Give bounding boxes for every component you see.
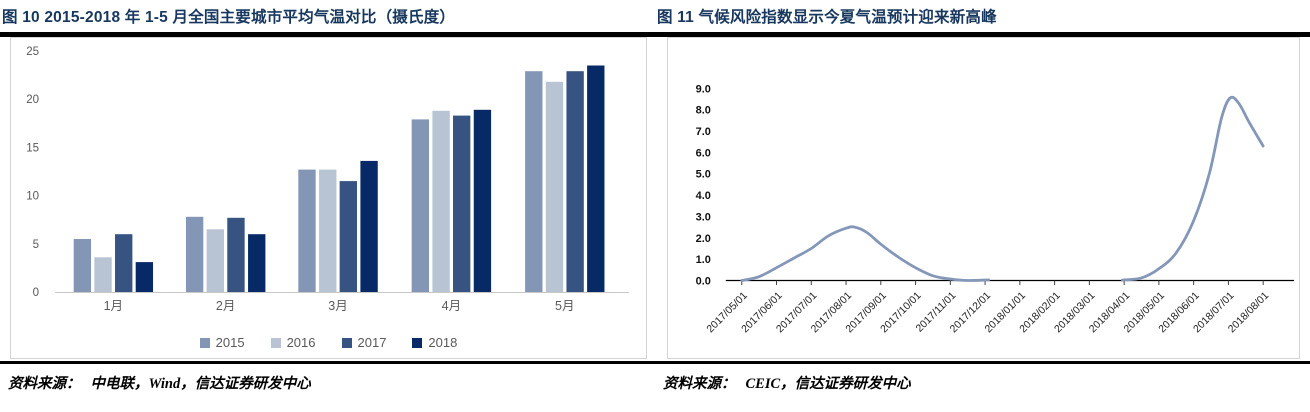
bar-x-category-label: 1月	[104, 299, 123, 313]
line-y-tick-label: 2.0	[696, 233, 711, 245]
line-y-tick-label: 3.0	[696, 211, 711, 223]
figure-10-panel: 图 10 2015-2018 年 1-5 月全国主要城市平均气温对比（摄氏度） …	[0, 9, 655, 393]
line-y-tick-label: 9.0	[696, 83, 711, 95]
bar-2015-3月	[298, 169, 316, 292]
legend-label: 2016	[286, 335, 316, 350]
line-y-tick-label: 4.0	[696, 190, 711, 202]
figure-10-title-rule	[0, 32, 655, 37]
source-text: 中电联，Wind，信达证券研发中心	[90, 376, 311, 392]
bar-2016-3月	[319, 169, 337, 292]
bar-2016-4月	[432, 110, 450, 292]
bar-2018-4月	[473, 109, 492, 292]
figure-10-title: 图 10 2015-2018 年 1-5 月全国主要城市平均气温对比（摄氏度）	[2, 9, 456, 26]
bar-2017-4月	[452, 115, 471, 292]
figure-11-bottom-rule	[655, 361, 1310, 364]
line-chart-svg: 0.01.02.03.04.05.06.07.08.09.02017/05/01…	[696, 83, 1295, 335]
legend-swatch-2018	[412, 337, 423, 348]
bar-y-tick-label: 10	[26, 191, 39, 203]
legend-item-2016: 2016	[270, 335, 316, 350]
figure-10-bottom-rule	[0, 361, 655, 364]
climate-risk-index-line-segment-1	[740, 225, 990, 282]
bar-x-category-label: 3月	[328, 299, 347, 313]
bar-y-tick-label: 0	[33, 287, 39, 299]
bar-y-tick-label: 15	[26, 142, 39, 154]
bar-x-category-label: 2月	[216, 299, 235, 313]
bar-x-category-label: 4月	[442, 299, 461, 313]
climate-risk-index-line-segment-2	[1120, 95, 1265, 282]
figure-11-panel: 图 11 气候风险指数显示今夏气温预计迎来新高峰 0.0 1.0 2.0 3.0 4.0…	[655, 0, 1310, 412]
bar-2015-2月	[185, 216, 204, 292]
figure-11-title: 图 11 气候风险指数显示今夏气温预计迎来新高峰	[657, 9, 997, 26]
bar-2017-3月	[339, 181, 357, 292]
legend-swatch-2017	[341, 337, 352, 348]
bar-y-tick-label: 25	[26, 46, 39, 58]
line-y-tick-label: 1.0	[696, 254, 711, 266]
legend-swatch-2015	[199, 337, 210, 348]
figure-11-source: 资料来源： CEIC，信达证券研发中心	[663, 372, 1310, 393]
legend-swatch-2016	[270, 337, 281, 348]
bar-2016-1月	[94, 257, 112, 292]
source-text: CEIC，信达证券研发中心	[745, 376, 911, 392]
legend-label: 2015	[215, 335, 245, 350]
legend-item-2017: 2017	[341, 335, 387, 350]
legend-item-2018: 2018	[412, 335, 457, 350]
bar-2015-1月	[73, 239, 92, 292]
line-y-tick-label: 7.0	[696, 126, 711, 138]
bar-2017-1月	[115, 234, 133, 292]
bar-chart-legend: 2015 2016 2017 2018	[11, 335, 646, 350]
figure-10-chart-box: 0 5 10 15 20 25 1月 2月 3月 4月 5月 2015 2016 2017 2018	[10, 37, 647, 359]
bar-2015-4月	[411, 119, 430, 293]
bar-2017-5月	[566, 71, 584, 292]
line-y-tick-label: 0.0	[696, 275, 711, 287]
bar-2018-1月	[135, 262, 154, 292]
bar-2018-5月	[587, 65, 605, 292]
figure-11-title-rule	[655, 32, 1310, 37]
line-y-tick-label: 8.0	[696, 105, 711, 117]
bar-2015-5月	[525, 71, 543, 292]
legend-item-2015: 2015	[199, 335, 245, 350]
bar-x-category-label: 5月	[555, 299, 574, 313]
figure-10-source: 资料来源： 中电联，Wind，信达证券研发中心	[8, 372, 655, 393]
bar-2017-2月	[227, 217, 245, 292]
bar-2016-2月	[206, 229, 224, 292]
bar-2018-3月	[360, 160, 378, 292]
figure-11-chart-box: 0.0 1.0 2.0 3.0 4.0 5.0 6.0 7.0 8.0 9.0 2017/05/01…	[667, 37, 1300, 359]
source-label: 资料来源：	[8, 376, 81, 392]
bar-chart-svg: 0 5 10 15 20 25 1月 2月 3月 4月 5月	[26, 46, 629, 313]
line-y-tick-label: 5.0	[696, 169, 711, 181]
bar-2016-5月	[545, 81, 564, 292]
line-y-tick-label: 6.0	[696, 147, 711, 159]
bar-2018-2月	[248, 234, 266, 292]
bar-y-tick-label: 20	[26, 94, 39, 106]
bar-y-tick-label: 5	[33, 239, 39, 251]
source-label: 资料来源：	[663, 376, 736, 392]
legend-label: 2018	[428, 335, 458, 350]
legend-label: 2017	[357, 335, 387, 350]
